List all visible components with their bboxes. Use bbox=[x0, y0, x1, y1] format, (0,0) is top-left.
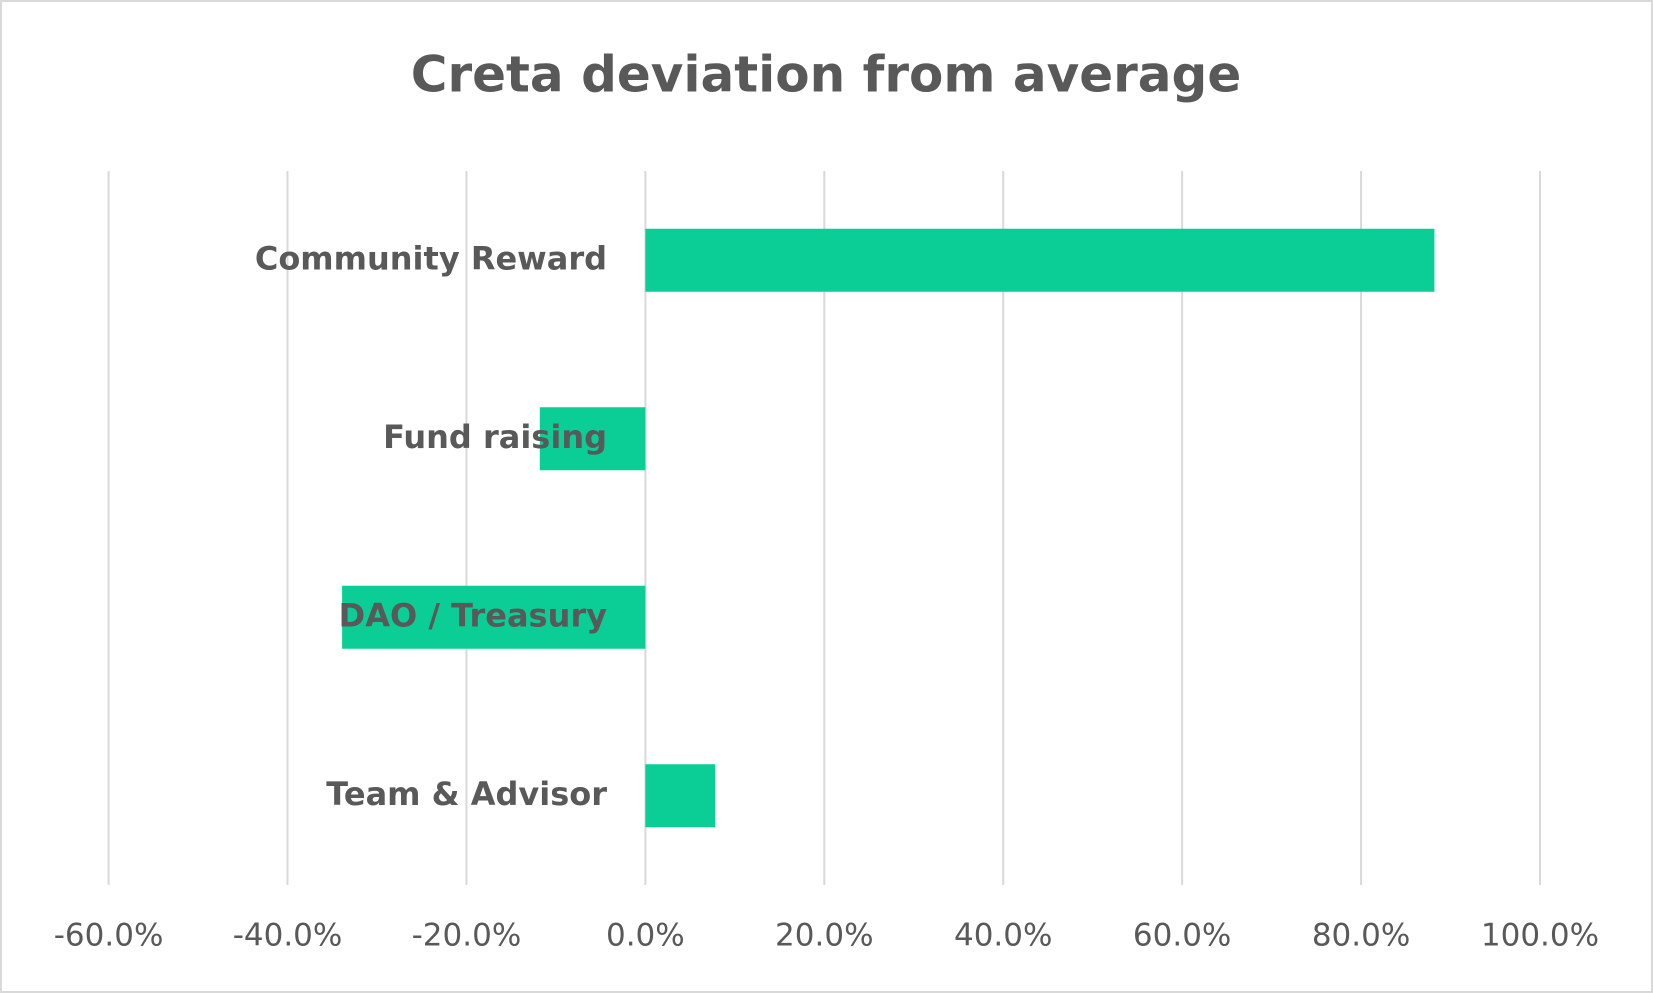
bar bbox=[539, 407, 646, 471]
y-tick-label: DAO / Treasury bbox=[339, 596, 608, 634]
y-tick-label: Team & Advisor bbox=[326, 775, 607, 813]
x-tick-label: 20.0% bbox=[775, 918, 873, 954]
x-tick-label: 100.0% bbox=[1481, 918, 1599, 954]
x-tick-label: -60.0% bbox=[54, 918, 164, 954]
x-tick-label: -20.0% bbox=[412, 918, 522, 954]
y-tick-label: Fund raising bbox=[383, 418, 607, 456]
x-tick-label: 60.0% bbox=[1133, 918, 1231, 954]
x-tick-label: 80.0% bbox=[1312, 918, 1410, 954]
x-tick-label: 40.0% bbox=[954, 918, 1052, 954]
bar bbox=[645, 228, 1435, 292]
y-tick-label: Community Reward bbox=[255, 239, 607, 277]
bar bbox=[342, 585, 646, 649]
bar bbox=[645, 764, 716, 828]
x-tick-label: -40.0% bbox=[233, 918, 343, 954]
x-tick-label: 0.0% bbox=[606, 918, 685, 954]
chart-title: Creta deviation from average bbox=[411, 46, 1242, 104]
